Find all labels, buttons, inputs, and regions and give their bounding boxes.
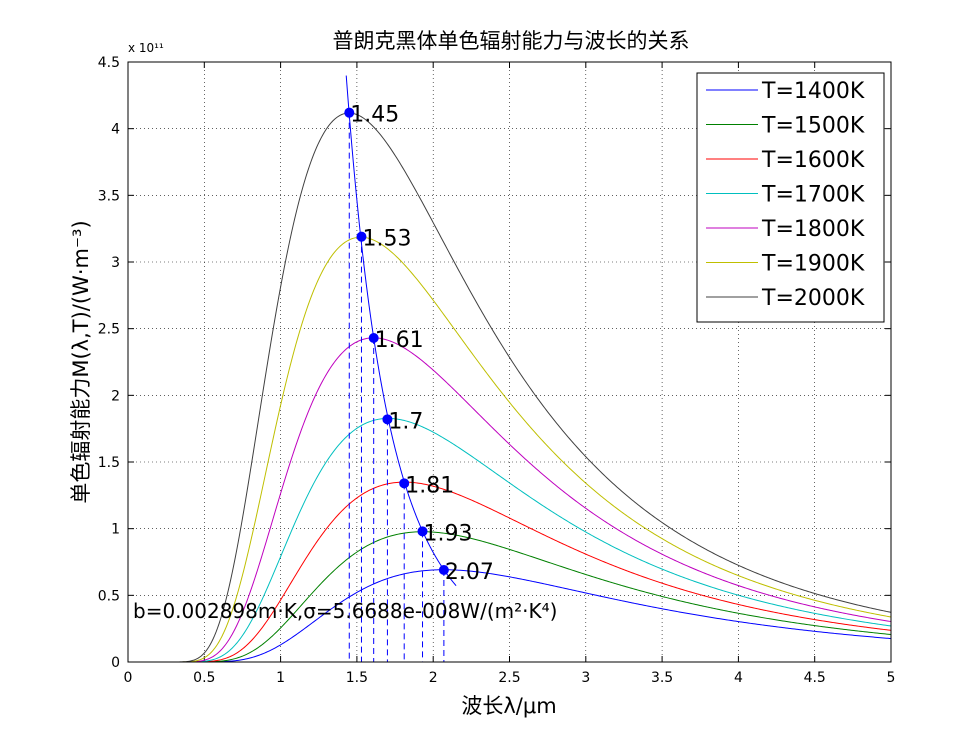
peak-label: 1.7 (388, 409, 423, 434)
peak-label: 1.81 (405, 473, 454, 498)
x-tick-label: 5 (887, 670, 896, 686)
series-line-1500 (150, 531, 892, 663)
legend-label: T=2000K (761, 286, 865, 311)
legend-entry-1400: T=1400K (706, 79, 865, 104)
x-tick-label: 1.5 (346, 670, 368, 686)
x-tick-label: 1 (276, 670, 285, 686)
legend-label: T=1700K (761, 183, 865, 208)
series-line-1600 (150, 481, 892, 663)
y-tick-label: 3.5 (98, 188, 120, 204)
series-line-1900 (150, 236, 892, 663)
legend-label: T=1400K (761, 79, 865, 104)
series-line-1400 (150, 569, 892, 663)
peak-drop-lines (348, 112, 445, 662)
legend-label: T=1900K (761, 252, 865, 277)
x-tick-label: 0 (124, 670, 133, 686)
legend-entry-1500: T=1500K (706, 114, 865, 139)
peak-marker (399, 478, 410, 489)
peak-marker (382, 414, 393, 425)
legend: T=1400K T=1500K T=1600K T=1700K T=1800K T=190… (696, 72, 885, 323)
y-tick-label: 3 (111, 255, 120, 271)
x-tick-label: 2.5 (498, 670, 520, 686)
peak-marker (356, 231, 367, 242)
peak-label: 2.07 (445, 560, 494, 585)
x-tick-label: 4 (734, 670, 743, 686)
y-tick-labels: 0 0.5 1 1.5 2 2.5 3 3.5 4 4.5 (98, 55, 120, 671)
peak-marker (417, 526, 428, 537)
y-tick-label: 4.5 (98, 55, 120, 71)
peak-label: 1.61 (375, 328, 424, 353)
x-tick-label: 3 (581, 670, 590, 686)
peak-markers (344, 107, 449, 575)
legend-label: T=1800K (761, 217, 865, 242)
series-line-1700 (150, 417, 892, 663)
x-tick-labels: 0 0.5 1 1.5 2 2.5 3 3.5 4 4.5 5 (124, 670, 896, 686)
peak-label: 1.53 (362, 227, 411, 252)
y-tick-label: 2 (111, 388, 120, 404)
x-tick-label: 2 (429, 670, 438, 686)
x-tick-label: 0.5 (193, 670, 215, 686)
peak-label: 1.93 (424, 521, 473, 546)
peak-marker (438, 565, 449, 575)
y-exponent-label: x 10¹¹ (128, 41, 164, 55)
legend-label: T=1500K (761, 114, 865, 139)
y-tick-label: 1 (111, 522, 120, 538)
x-tick-label: 4.5 (804, 670, 826, 686)
peak-marker (344, 107, 355, 118)
legend-entry-1600: T=1600K (706, 148, 865, 173)
peak-label: 1.45 (350, 103, 399, 128)
constants-annotation: b=0.002898m·K,σ=5.6688e-008W/(m²·K⁴) (133, 599, 557, 623)
y-tick-label: 0 (111, 655, 120, 671)
axes-box (127, 61, 892, 663)
legend-entry-1900: T=1900K (706, 252, 865, 277)
y-tick-label: 1.5 (98, 455, 120, 471)
y-tick-label: 2.5 (98, 322, 120, 338)
y-tick-label: 4 (111, 122, 120, 138)
x-axis-label: 波长λ/μm (461, 694, 556, 718)
legend-entry-1700: T=1700K (706, 183, 865, 208)
series-lines (150, 112, 892, 663)
wien-displacement-curve (345, 75, 457, 586)
legend-label: T=1600K (761, 148, 865, 173)
wien-curve-line (345, 75, 457, 586)
y-axis-label: 单色辐射能力M(λ,T)/(W·m⁻³) (69, 220, 93, 503)
legend-box (696, 72, 885, 323)
chart-title: 普朗克黑体单色辐射能力与波长的关系 (333, 29, 690, 53)
peak-labels: 2.07 1.93 1.81 1.7 1.61 1.53 1.45 (350, 103, 494, 585)
series-line-1800 (150, 337, 892, 663)
x-tick-label: 3.5 (651, 670, 673, 686)
legend-entry-2000: T=2000K (706, 286, 865, 311)
peak-marker (368, 333, 379, 343)
legend-entry-1800: T=1800K (706, 217, 865, 242)
series-line-2000 (150, 112, 892, 663)
y-tick-label: 0.5 (98, 588, 120, 604)
